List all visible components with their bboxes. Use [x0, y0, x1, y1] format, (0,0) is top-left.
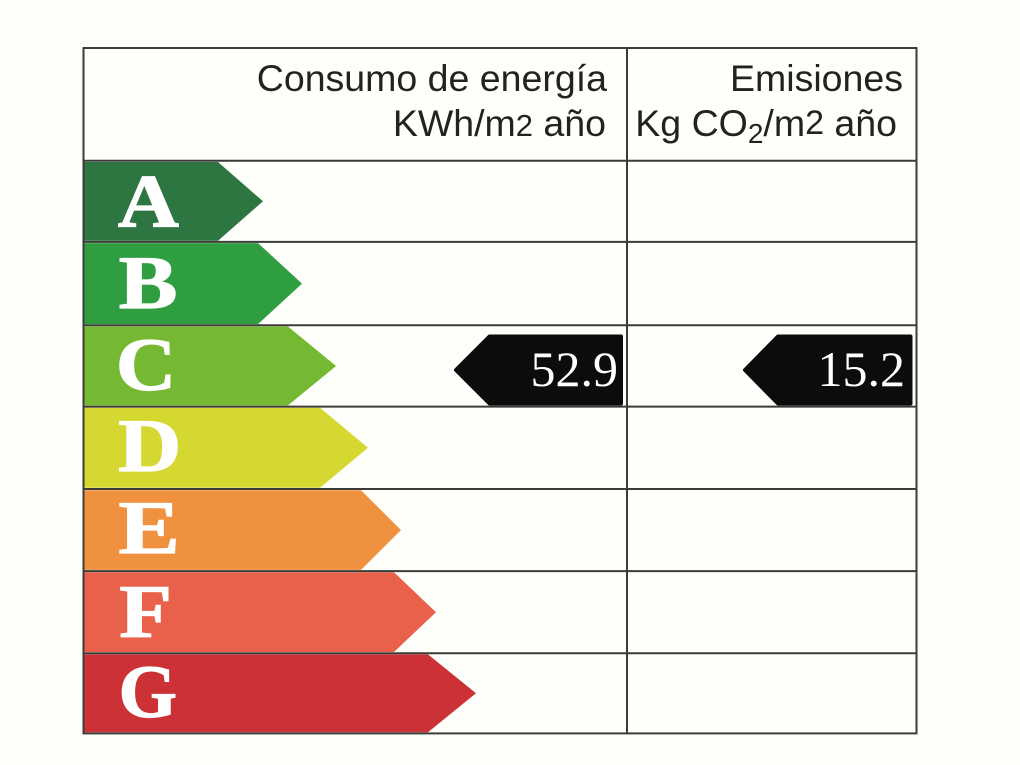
- svg-text:D: D: [118, 404, 181, 488]
- svg-text:52.9: 52.9: [531, 341, 619, 397]
- svg-text:F: F: [119, 571, 172, 654]
- svg-text:E: E: [119, 487, 180, 570]
- svg-text:C: C: [116, 324, 176, 407]
- svg-text:Consumo de energía: Consumo de energía: [257, 57, 607, 99]
- svg-text:B: B: [119, 241, 178, 324]
- svg-text:Kg CO2/m2 año: Kg CO2/m2 año: [635, 102, 897, 149]
- svg-text:Emisiones: Emisiones: [730, 57, 903, 99]
- svg-text:KWh/m2 año: KWh/m2 año: [393, 102, 606, 144]
- svg-text:A: A: [118, 161, 179, 244]
- svg-text:15.2: 15.2: [818, 341, 906, 397]
- svg-text:G: G: [119, 651, 177, 734]
